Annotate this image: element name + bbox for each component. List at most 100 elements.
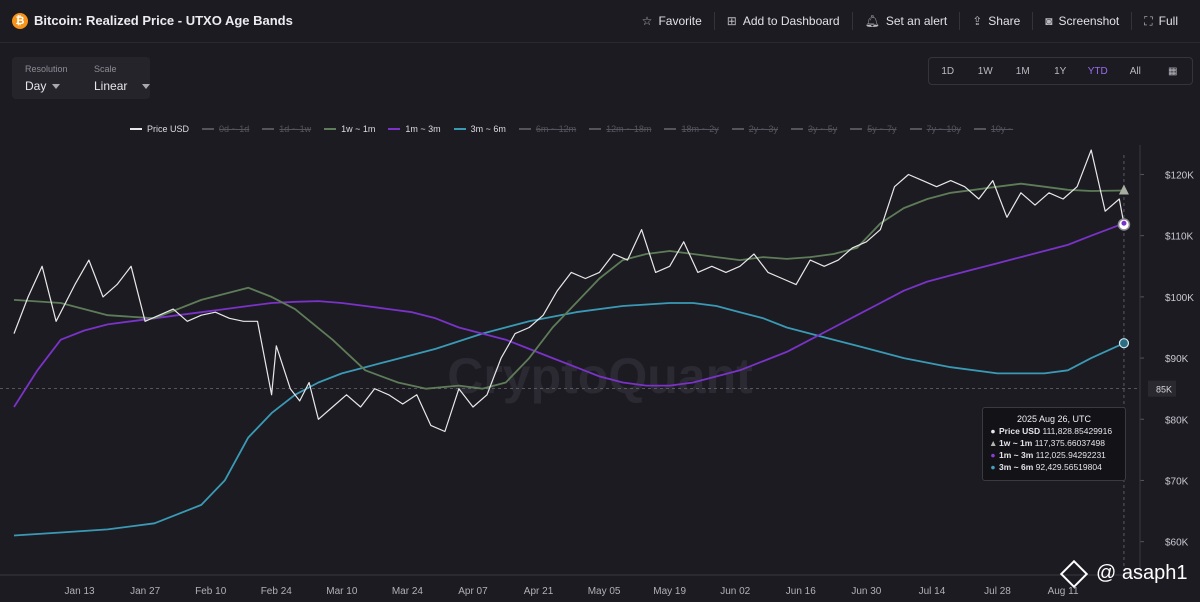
tooltip-row: ● 3m ~ 6m 92,429.56519804 bbox=[989, 462, 1125, 472]
y-tick-label: $70K bbox=[1165, 476, 1189, 487]
legend-swatch bbox=[664, 128, 677, 130]
legend-item[interactable]: 1w ~ 1m bbox=[324, 124, 375, 134]
legend-item[interactable]: 12m ~ 18m bbox=[589, 124, 651, 134]
legend-swatch bbox=[324, 128, 337, 130]
range-1m[interactable]: 1M bbox=[1015, 65, 1030, 77]
crosshair-y-label: 85K bbox=[1156, 385, 1172, 395]
legend-label: 3m ~ 6m bbox=[470, 124, 506, 134]
legend-swatch bbox=[388, 128, 401, 130]
dashboard-add-icon: ⊞ bbox=[726, 14, 737, 28]
diamond-logo-icon bbox=[1059, 559, 1089, 588]
range-1w[interactable]: 1W bbox=[977, 65, 993, 77]
tooltip-marker: ▲ bbox=[989, 438, 998, 448]
x-tick-label: Feb 10 bbox=[195, 586, 227, 597]
chevron-down-icon bbox=[52, 84, 60, 89]
fullscreen-button[interactable]: ⛶ Full bbox=[1131, 12, 1190, 30]
range-selector: 1D 1W 1M 1Y YTD All ▦ bbox=[928, 57, 1193, 85]
x-tick-label: Feb 24 bbox=[261, 586, 293, 597]
y-tick-label: $100K bbox=[1165, 293, 1194, 304]
legend-item[interactable]: 5y ~ 7y bbox=[850, 124, 897, 134]
legend-item[interactable]: 3m ~ 6m bbox=[453, 124, 506, 134]
legend-label: 10y ~ bbox=[990, 124, 1014, 134]
y-tick-label: $120K bbox=[1165, 170, 1194, 181]
x-tick-label: Apr 21 bbox=[524, 586, 554, 597]
legend-item[interactable]: 1d ~ 1w bbox=[262, 124, 311, 134]
legend-item[interactable]: 7y ~ 10y bbox=[909, 124, 961, 134]
screenshot-button[interactable]: ◙ Screenshot bbox=[1032, 12, 1131, 30]
bitcoin-logo-icon: ₿ bbox=[12, 13, 28, 29]
add-to-dashboard-button[interactable]: ⊞ Add to Dashboard bbox=[713, 12, 852, 30]
legend-swatch bbox=[850, 128, 863, 130]
tooltip-value: 92,429.56519804 bbox=[1035, 462, 1102, 472]
band-1w-1m-end-marker bbox=[1118, 184, 1129, 195]
legend-swatch bbox=[130, 128, 142, 130]
x-tick-label: Aug 11 bbox=[1048, 586, 1079, 597]
y-tick-label: $60K bbox=[1165, 538, 1189, 549]
share-button[interactable]: ⇪ Share bbox=[959, 12, 1032, 30]
signature-text: @ asaph1 bbox=[1096, 562, 1188, 584]
line-chart: CryptoQuant$60K$70K$80K$90K$100K$110K$12… bbox=[0, 145, 1194, 597]
legend-label: 1m ~ 3m bbox=[405, 124, 441, 134]
x-tick-label: Mar 24 bbox=[392, 586, 424, 597]
x-tick-label: Jun 02 bbox=[720, 586, 750, 597]
x-tick-label: Jan 13 bbox=[65, 586, 95, 597]
header-actions: ☆ Favorite ⊞ Add to Dashboard 🔔︎ Set an ale… bbox=[630, 0, 1190, 42]
chart-tooltip: 2025 Aug 26, UTC ● Price USD 111,828.8542… bbox=[982, 407, 1126, 481]
legend-swatch bbox=[202, 128, 215, 130]
series-line bbox=[13, 182, 1125, 390]
range-ytd[interactable]: YTD bbox=[1087, 65, 1108, 77]
favorite-button[interactable]: ☆ Favorite bbox=[630, 12, 714, 30]
legend-label: 1d ~ 1w bbox=[279, 124, 312, 134]
fullscreen-label: Full bbox=[1158, 14, 1178, 28]
tooltip-marker: ● bbox=[990, 426, 996, 436]
range-1y[interactable]: 1Y bbox=[1054, 65, 1067, 77]
legend-label: 5y ~ 7y bbox=[867, 124, 897, 134]
x-tick-label: Mar 10 bbox=[326, 586, 358, 597]
range-all[interactable]: All bbox=[1129, 65, 1141, 77]
legend-item[interactable]: 18m ~ 2y bbox=[664, 124, 719, 134]
scale-select[interactable]: Scale Linear bbox=[80, 57, 150, 99]
resolution-label: Resolution bbox=[25, 64, 68, 74]
legend-swatch bbox=[791, 128, 803, 130]
legend-label: 0d ~ 1d bbox=[219, 124, 250, 134]
tooltip-marker: ● bbox=[990, 462, 996, 472]
legend-label: 2y ~ 3y bbox=[748, 124, 778, 134]
legend-item[interactable]: 3y ~ 5y bbox=[791, 124, 837, 134]
x-tick-label: Jul 14 bbox=[919, 586, 946, 597]
resolution-select[interactable]: Resolution Day bbox=[12, 57, 80, 99]
set-alert-button[interactable]: 🔔︎ Set an alert bbox=[851, 12, 960, 30]
scale-value: Linear bbox=[94, 79, 128, 93]
legend-item[interactable]: 2y ~ 3y bbox=[731, 124, 778, 134]
y-tick-label: $110K bbox=[1165, 232, 1194, 243]
x-tick-label: Jun 30 bbox=[851, 586, 881, 597]
legend-item[interactable]: 6m ~ 12m bbox=[518, 124, 576, 134]
x-tick-label: May 05 bbox=[588, 586, 621, 597]
header-bar: ₿ Bitcoin: Realized Price - UTXO Age Ban… bbox=[0, 0, 1200, 43]
set-alert-label: Set an alert bbox=[885, 14, 948, 28]
tooltip-row: ● Price USD 111,828.85429916 bbox=[989, 426, 1125, 436]
crosshair-y-label-bg bbox=[1148, 380, 1176, 397]
legend-swatch bbox=[973, 128, 986, 130]
legend-item[interactable]: 1m ~ 3m bbox=[388, 124, 441, 134]
screenshot-label: Screenshot bbox=[1058, 14, 1120, 28]
tooltip-value: 117,375.66037498 bbox=[1034, 438, 1105, 448]
share-icon: ⇪ bbox=[972, 14, 983, 28]
series-line bbox=[13, 302, 1125, 537]
legend-item[interactable]: 10y ~ bbox=[973, 124, 1014, 134]
legend-label: 18m ~ 2y bbox=[681, 124, 719, 134]
tooltip-row: ▲ 1w ~ 1m 117,375.66037498 bbox=[989, 438, 1125, 448]
bell-icon: 🔔︎ bbox=[864, 14, 880, 28]
tooltip-row: ● 1m ~ 3m 112,025.94292231 bbox=[989, 450, 1125, 460]
camera-icon: ◙ bbox=[1045, 14, 1053, 28]
band-1m-3m-end-marker bbox=[1121, 220, 1127, 226]
legend-item[interactable]: Price USD bbox=[130, 124, 189, 134]
y-tick-label: $90K bbox=[1165, 354, 1189, 365]
legend-swatch bbox=[262, 128, 275, 130]
range-1d[interactable]: 1D bbox=[941, 65, 955, 77]
tooltip-value: 111,828.85429916 bbox=[1042, 426, 1113, 436]
calendar-icon[interactable]: ▦ bbox=[1168, 65, 1178, 77]
legend-label: Price USD bbox=[147, 124, 190, 134]
band-3m-6m-end-marker bbox=[1118, 338, 1130, 349]
legend-item[interactable]: 0d ~ 1d bbox=[202, 124, 249, 134]
add-to-dashboard-label: Add to Dashboard bbox=[742, 14, 840, 28]
